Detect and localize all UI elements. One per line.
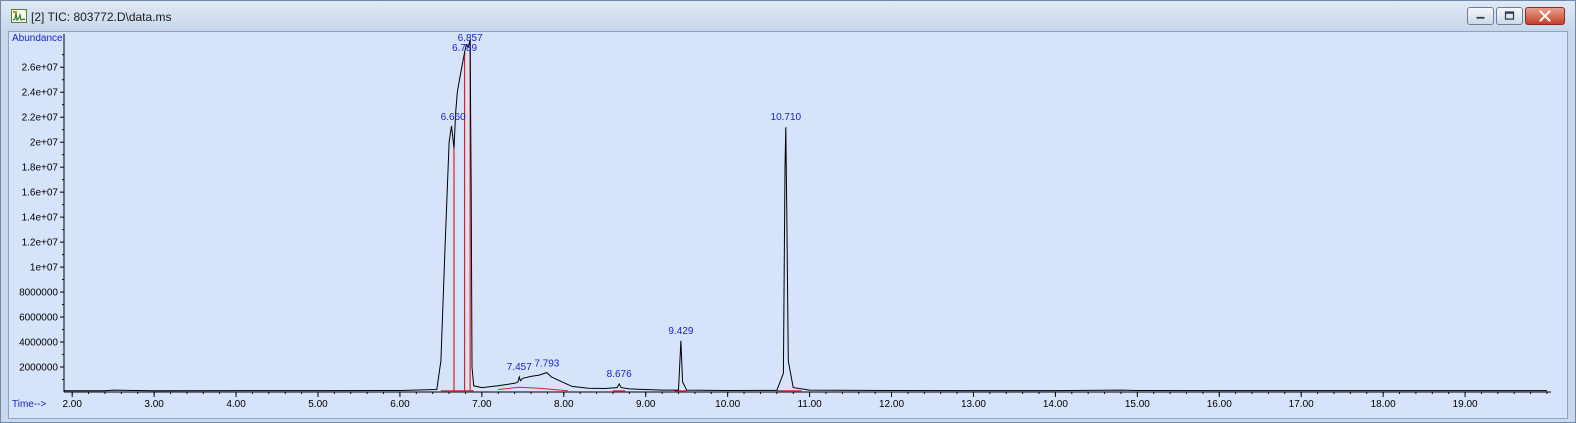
title-bar[interactable]: [2] TIC: 803772.D\data.ms bbox=[1, 1, 1575, 31]
x-tick-label: 16.00 bbox=[1207, 399, 1232, 410]
peak-label: 10.710 bbox=[771, 112, 802, 123]
x-tick-label: 2.00 bbox=[62, 399, 82, 410]
x-tick-label: 18.00 bbox=[1371, 399, 1396, 410]
maximize-icon bbox=[1504, 11, 1515, 20]
maximize-button[interactable] bbox=[1496, 7, 1523, 25]
close-button[interactable] bbox=[1525, 7, 1565, 25]
x-tick-label: 10.00 bbox=[715, 399, 740, 410]
x-tick-label: 9.00 bbox=[636, 399, 656, 410]
y-tick-label: 1.4e+07 bbox=[22, 213, 59, 224]
baseline-segment bbox=[498, 386, 568, 392]
peak-label: 7.793 bbox=[534, 359, 559, 370]
chart-area[interactable]: 2000000 4000000 6000000 8000000 1e+07 1.2e+07… bbox=[8, 31, 1568, 419]
close-icon bbox=[1539, 10, 1551, 22]
chromatogram-chart: 2000000 4000000 6000000 8000000 1e+07 1.2e+07… bbox=[12, 33, 1551, 410]
window-title: [2] TIC: 803772.D\data.ms bbox=[31, 10, 172, 24]
peak-label: 6.789 bbox=[452, 43, 477, 54]
y-tick-label: 2000000 bbox=[19, 363, 58, 374]
tic-trace bbox=[64, 39, 1547, 392]
y-tick-label: 1.6e+07 bbox=[22, 188, 59, 199]
x-axis-title: Time--> bbox=[12, 399, 47, 410]
chromatogram-app-icon bbox=[11, 9, 27, 23]
x-tick-label: 4.00 bbox=[226, 399, 246, 410]
peak-label: 8.676 bbox=[607, 369, 632, 380]
y-axis-title: Abundance bbox=[12, 33, 63, 44]
y-tick-label: 2.2e+07 bbox=[22, 113, 59, 124]
x-tick-label: 7.00 bbox=[472, 399, 492, 410]
x-tick-label: 13.00 bbox=[961, 399, 986, 410]
x-tick-label: 5.00 bbox=[308, 399, 328, 410]
peak-label: 7.457 bbox=[507, 362, 532, 373]
x-tick-label: 17.00 bbox=[1289, 399, 1314, 410]
y-tick-label: 1.2e+07 bbox=[22, 238, 59, 249]
y-tick-label: 4000000 bbox=[19, 338, 58, 349]
x-tick-label: 6.00 bbox=[390, 399, 410, 410]
peak-label: 6.857 bbox=[458, 33, 483, 44]
y-tick-label: 1.8e+07 bbox=[22, 163, 59, 174]
x-tick-label: 14.00 bbox=[1043, 399, 1068, 410]
x-tick-label: 8.00 bbox=[554, 399, 574, 410]
y-tick-label: 1e+07 bbox=[30, 263, 59, 274]
peak-label: 9.429 bbox=[668, 326, 693, 337]
minimize-button[interactable] bbox=[1467, 7, 1494, 25]
x-tick-label: 3.00 bbox=[144, 399, 164, 410]
y-tick-label: 2.4e+07 bbox=[22, 88, 59, 99]
x-tick-label: 19.00 bbox=[1453, 399, 1478, 410]
y-tick-label: 6000000 bbox=[19, 313, 58, 324]
y-tick-label: 2e+07 bbox=[30, 138, 59, 149]
y-tick-label: 2.6e+07 bbox=[22, 63, 59, 74]
minimize-icon bbox=[1476, 16, 1485, 19]
x-tick-label: 12.00 bbox=[879, 399, 904, 410]
peak-label: 6.660 bbox=[441, 112, 466, 123]
y-tick-label: 8000000 bbox=[19, 288, 58, 299]
x-tick-label: 11.00 bbox=[797, 399, 822, 410]
x-tick-label: 15.00 bbox=[1125, 399, 1150, 410]
